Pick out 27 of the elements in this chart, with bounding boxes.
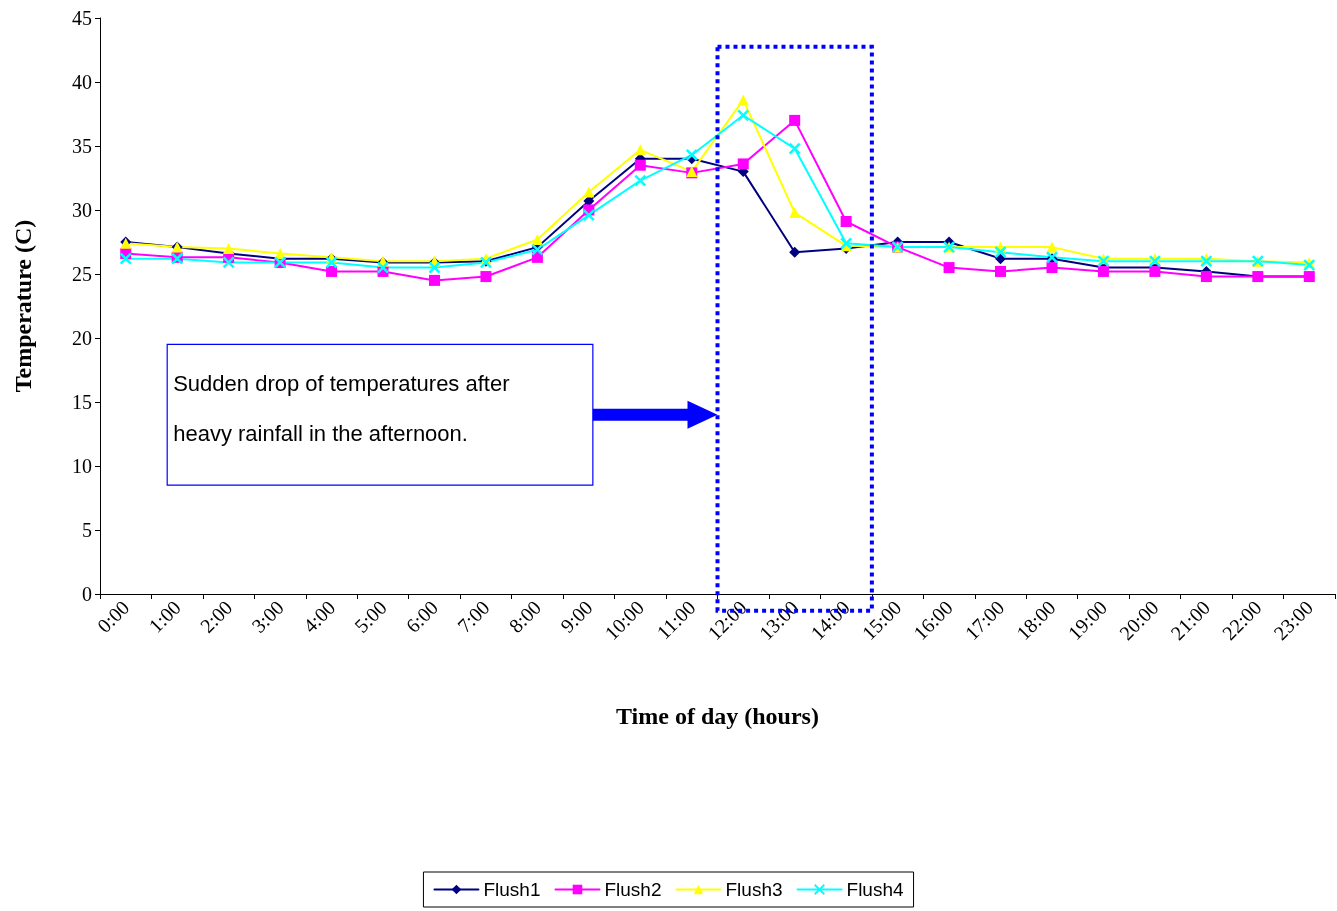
legend-label: Flush1: [483, 879, 541, 900]
y-tick-label: 40: [72, 71, 92, 93]
legend-label: Flush3: [725, 879, 783, 900]
y-tick-label: 45: [72, 7, 92, 29]
x-axis-title: Time of day (hours): [616, 703, 819, 729]
legend-label: Flush4: [846, 879, 904, 900]
y-tick-label: 25: [72, 263, 92, 285]
x-tick-label: 3:00: [247, 596, 288, 637]
x-tick-label: 8:00: [504, 596, 546, 637]
annotation: Sudden drop of temperatures after heavy rainfall in the afternoon.: [173, 370, 516, 446]
y-tick-label: 15: [72, 391, 92, 413]
y-tick-label: 10: [72, 455, 92, 477]
x-tick-label: 5:00: [350, 596, 391, 637]
y-axis-title: Temperature (C): [10, 219, 36, 393]
x-tick-label: 7:00: [453, 596, 494, 637]
x-tick-label: 6:00: [401, 596, 443, 637]
x-tick-label: 9:00: [555, 596, 597, 637]
y-tick-label: 0: [82, 583, 92, 605]
y-tick-label: 20: [72, 327, 92, 349]
x-tick-label: 0:00: [92, 596, 134, 637]
y-tick-label: 30: [72, 199, 92, 221]
x-tick-label: 4:00: [298, 596, 340, 637]
legend-label: Flush2: [604, 879, 662, 900]
x-tick-label: 2:00: [195, 596, 237, 637]
y-tick-label: 35: [72, 135, 92, 157]
y-tick-label: 5: [82, 519, 92, 541]
x-tick-label: 1:00: [144, 596, 185, 637]
